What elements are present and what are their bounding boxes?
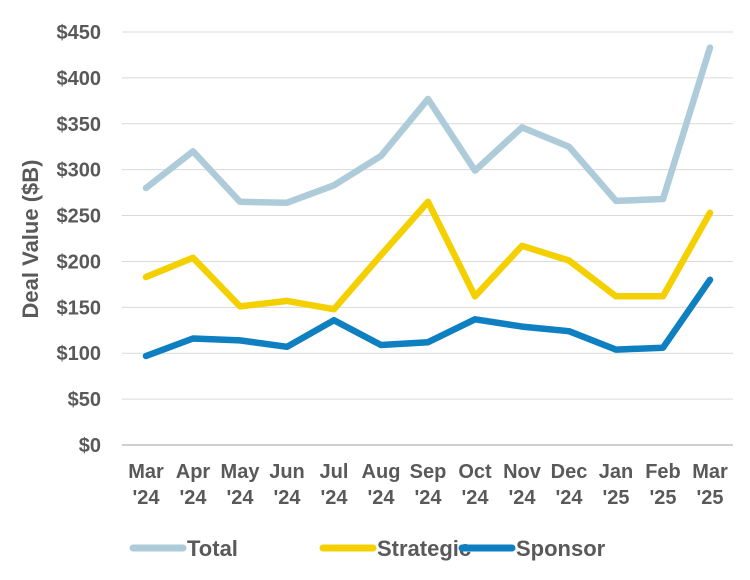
legend-label-sponsor: Sponsor [516,536,606,561]
x-tick-label-month: Mar [128,461,164,483]
y-axis-title: Deal Value ($B) [18,160,43,319]
y-tick-label: $50 [68,389,101,411]
x-tick-label-year: '24 [320,487,348,509]
y-tick-label: $350 [57,114,102,136]
series-line-total [142,44,714,206]
y-tick-label: $300 [57,160,102,182]
x-tick-label-year: '25 [649,487,676,509]
x-tick-label-month: Dec [551,461,588,483]
x-tick-label-month: Sep [410,461,447,483]
y-tick-label: $250 [57,206,102,228]
x-tick-label-year: '24 [132,487,160,509]
legend-label-total: Total [187,536,238,561]
legend-label-strategic: Strategic [377,536,471,561]
x-tick-label-year: '24 [273,487,301,509]
y-tick-label: $200 [57,251,102,273]
x-tick-label-month: Feb [645,461,681,483]
x-axis-ticks: Mar '24 Apr '24 May '24 Jun '24 Jul '24 Aug '24 Sep '… [128,461,728,509]
y-tick-label: $450 [57,22,102,44]
x-tick-label-year: '24 [508,487,536,509]
x-tick-label-month: Jun [269,461,305,483]
x-tick-label-year: '24 [226,487,254,509]
legend: Total Strategic Sponsor [129,536,606,561]
series-lines [142,44,714,360]
x-tick-label-month: May [221,461,261,483]
x-tick-label-year: '25 [696,487,723,509]
x-tick-label-year: '24 [461,487,489,509]
y-tick-label: $150 [57,297,102,319]
x-tick-label-year: '24 [179,487,207,509]
x-tick-label-month: Jan [599,461,633,483]
y-tick-label: $0 [79,435,101,457]
y-tick-label: $100 [57,343,102,365]
series-line-strategic [142,198,714,313]
x-tick-label-month: Aug [362,461,401,483]
x-tick-label-year: '24 [367,487,395,509]
x-tick-label-month: Apr [176,461,211,483]
series-line-sponsor [142,276,714,360]
x-tick-label-month: Jul [320,461,349,483]
gridlines [122,31,733,446]
x-tick-label-year: '25 [602,487,629,509]
y-tick-label: $400 [57,68,102,90]
x-tick-label-month: Mar [692,461,728,483]
x-tick-label-year: '24 [555,487,583,509]
y-axis-ticks: $0 $50 $100 $150 $200 $250 $300 $350 $400 $450 [57,22,102,457]
x-tick-label-month: Nov [503,461,542,483]
x-tick-label-month: Oct [458,461,492,483]
x-tick-label-year: '24 [414,487,442,509]
